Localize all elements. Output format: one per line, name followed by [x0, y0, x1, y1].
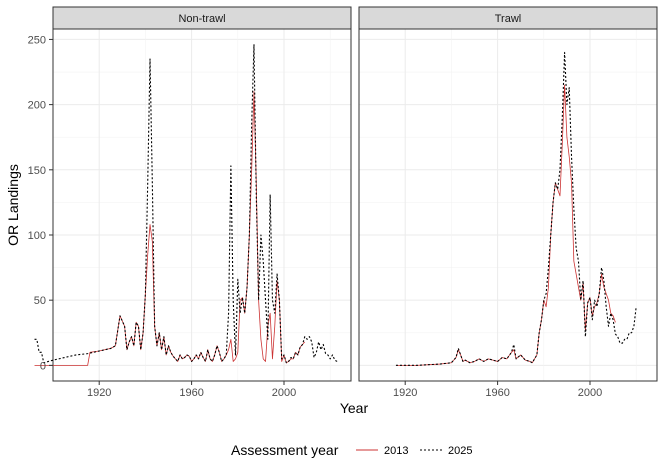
y-tick-label: 150 — [28, 165, 46, 177]
strip-label-non-trawl: Non-trawl — [178, 13, 225, 25]
panel-non-trawl: Non-trawl — [34, 6, 352, 382]
y-tick-label: 200 — [28, 100, 46, 112]
series-line-trawl-2025 — [395, 51, 637, 366]
y-tick-label: 0 — [40, 360, 46, 372]
plot-area-non-trawl — [52, 28, 352, 382]
legend-label-2013: 2013 — [384, 445, 408, 457]
legend-title: Assessment year — [231, 442, 339, 458]
y-axis: 0 50 100 150 200 250 — [28, 34, 53, 372]
panel-border-non-trawl — [52, 28, 352, 382]
x-tick-label: 1960 — [179, 387, 203, 399]
strip-label-trawl: Trawl — [495, 13, 521, 25]
chart-panels: Non-trawl Trawl — [34, 6, 658, 382]
y-tick-label: 100 — [28, 230, 46, 242]
plot-area-trawl — [358, 28, 658, 382]
y-axis-title: OR Landings — [5, 164, 21, 246]
x-tick-label: 1920 — [393, 387, 417, 399]
gridlines-non-trawl — [52, 29, 351, 381]
y-tick-label: 50 — [34, 295, 46, 307]
x-tick-label: 1920 — [87, 387, 111, 399]
x-tick-label: 2000 — [578, 387, 602, 399]
x-tick-label: 2000 — [272, 387, 296, 399]
legend: Assessment year 2013 2025 — [231, 442, 472, 458]
x-axes: 1920 1960 2000 1920 1960 2000 — [87, 381, 602, 399]
series-line-non-trawl-2025 — [34, 44, 338, 364]
panel-trawl: Trawl — [358, 6, 658, 382]
x-axis-title: Year — [340, 400, 369, 416]
panel-border-trawl — [358, 28, 658, 382]
legend-label-2025: 2025 — [448, 445, 472, 457]
x-tick-label: 1960 — [485, 387, 509, 399]
y-tick-label: 250 — [28, 34, 46, 46]
